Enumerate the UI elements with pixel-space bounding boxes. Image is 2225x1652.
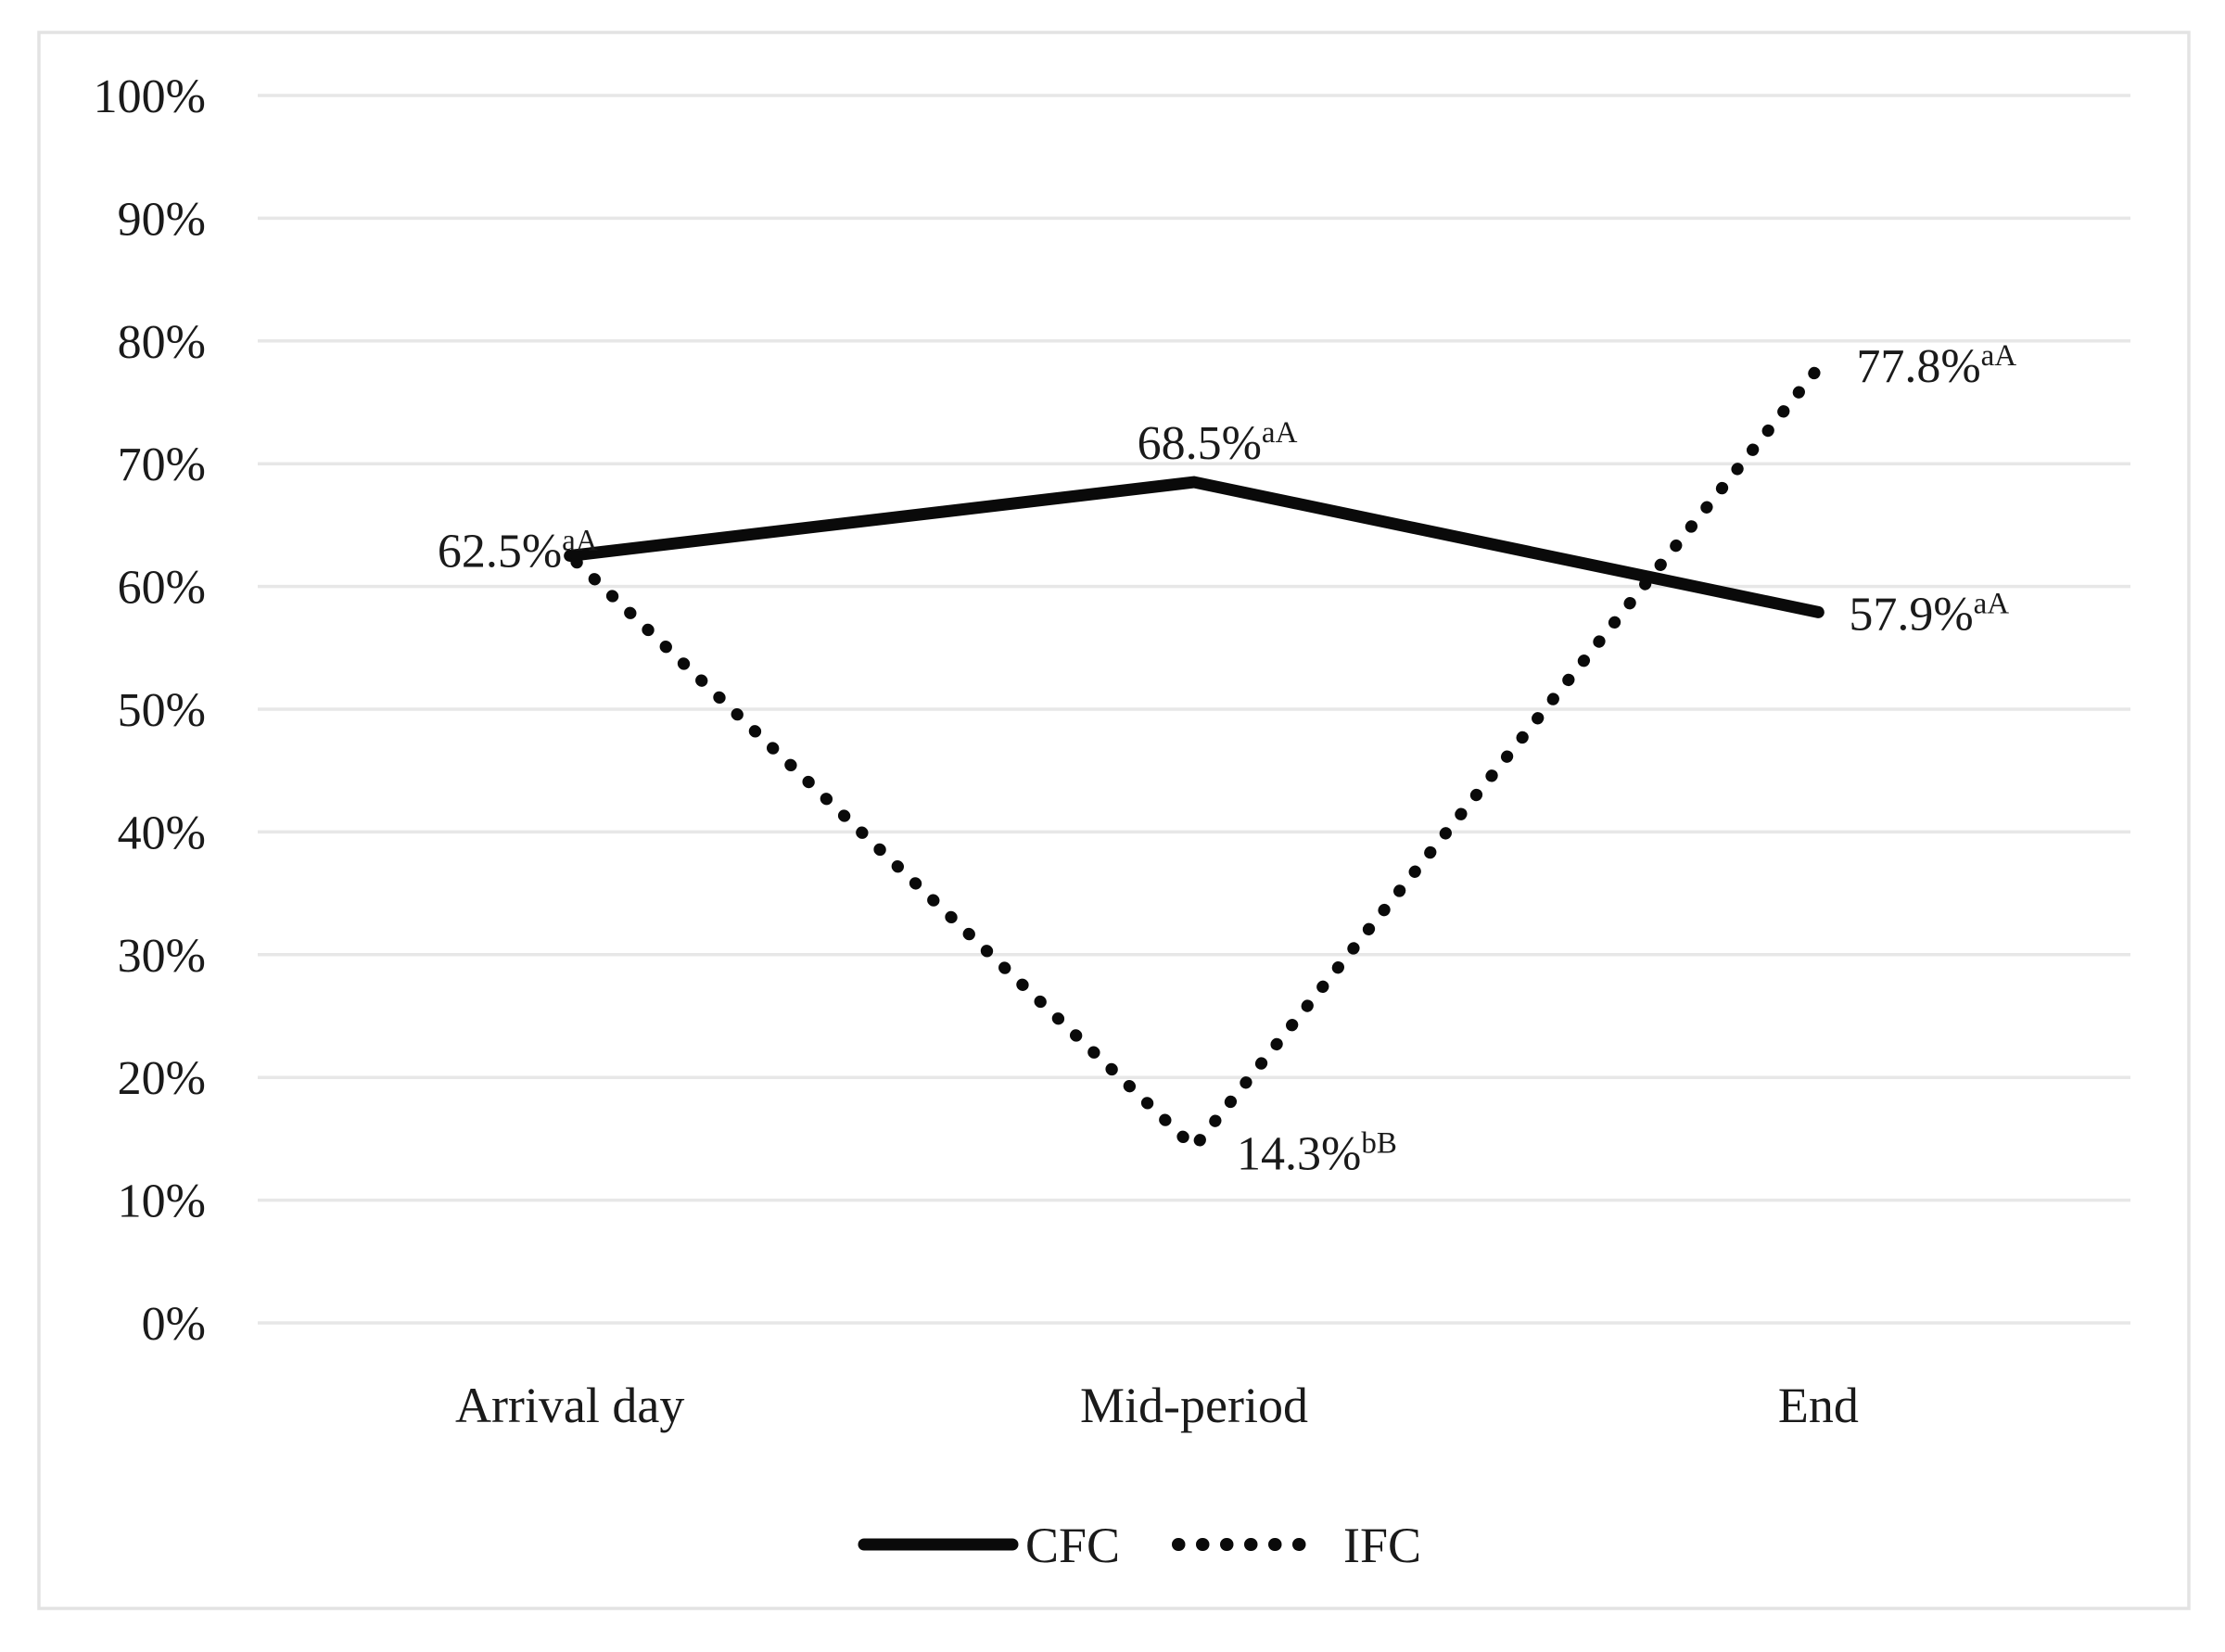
y-tick-label: 70% bbox=[118, 438, 206, 491]
legend-label-ifc: IFC bbox=[1343, 1518, 1421, 1573]
y-tick-label: 10% bbox=[118, 1175, 206, 1228]
x-category-label: Arrival day bbox=[455, 1378, 684, 1433]
data-label-cfc-0: 62.5%aA bbox=[438, 525, 598, 578]
x-category-label: End bbox=[1778, 1378, 1859, 1433]
legend-label-cfc: CFC bbox=[1025, 1518, 1120, 1573]
data-label-cfc-1: 68.5%aA bbox=[1138, 416, 1298, 470]
y-tick-label: 20% bbox=[118, 1052, 206, 1105]
x-category-label: Mid-period bbox=[1080, 1378, 1308, 1433]
data-label-ifc-2: 77.8%aA bbox=[1856, 339, 2016, 393]
y-tick-label: 60% bbox=[118, 562, 206, 615]
figure-border bbox=[37, 31, 2191, 1610]
y-tick-label: 0% bbox=[142, 1298, 206, 1351]
y-tick-label: 40% bbox=[118, 807, 206, 859]
y-tick-label: 100% bbox=[94, 70, 206, 123]
y-tick-label: 80% bbox=[118, 316, 206, 369]
y-tick-label: 30% bbox=[118, 930, 206, 983]
series-line-cfc bbox=[564, 476, 1824, 618]
data-label-ifc-1: 14.3%bB bbox=[1237, 1127, 1397, 1181]
y-tick-label: 50% bbox=[118, 684, 206, 737]
data-label-cfc-2: 57.9%aA bbox=[1849, 587, 2009, 641]
y-tick-label: 90% bbox=[118, 193, 206, 246]
